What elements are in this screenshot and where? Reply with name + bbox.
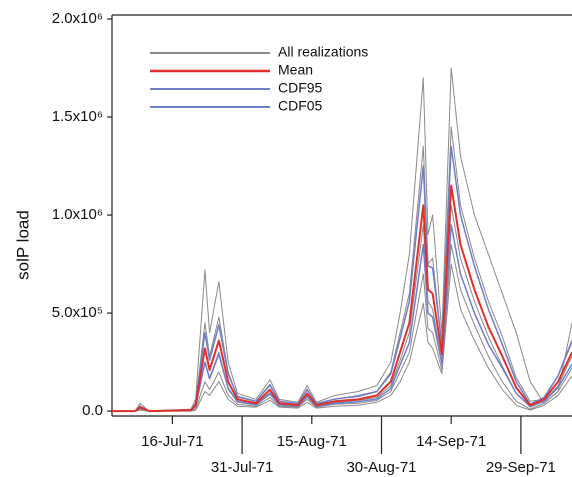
x-tick-label: 29-Sep-71: [486, 459, 556, 476]
x-tick-label: 16-Jul-71: [141, 433, 204, 450]
series-line: [112, 126, 572, 412]
series-line: [112, 67, 572, 412]
series-line: [112, 263, 572, 412]
x-tick-label: 15-Aug-71: [277, 433, 347, 450]
series-line: [112, 184, 572, 413]
series-line: [112, 224, 572, 412]
y-axis-label: solP load: [13, 210, 32, 280]
x-tick-label: 30-Aug-71: [346, 459, 416, 476]
legend-label: Mean: [278, 62, 313, 78]
x-tick-label: 14-Sep-71: [416, 433, 486, 450]
y-tick-label: 2.0x10⁶: [52, 10, 103, 27]
series-line: [112, 145, 572, 412]
legend-label: CDF05: [278, 98, 323, 114]
y-tick-label: 1.0x10⁶: [52, 206, 103, 223]
x-tick-label: 31-Jul-71: [211, 459, 274, 476]
series-line: [112, 243, 572, 412]
y-tick-label: 5.0x10⁵: [52, 304, 103, 321]
y-tick-label: 0.0: [82, 402, 103, 419]
legend-label: CDF95: [278, 80, 323, 96]
y-tick-label: 1.5x10⁶: [52, 108, 103, 125]
legend-label: All realizations: [278, 44, 368, 60]
series-line: [112, 204, 572, 412]
